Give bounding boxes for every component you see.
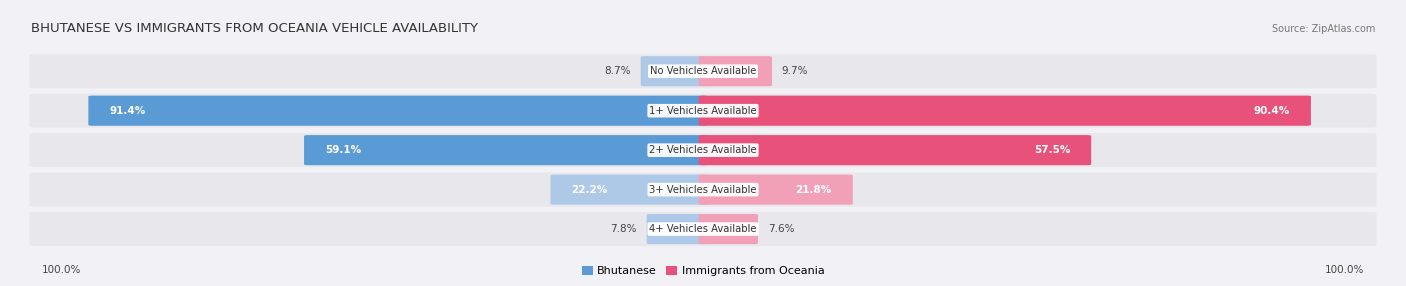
FancyBboxPatch shape [699,214,758,244]
Text: 59.1%: 59.1% [325,145,361,155]
FancyBboxPatch shape [30,133,1376,167]
Text: 8.7%: 8.7% [605,66,631,76]
Text: 21.8%: 21.8% [796,185,832,194]
Text: 91.4%: 91.4% [110,106,146,116]
Text: 2+ Vehicles Available: 2+ Vehicles Available [650,145,756,155]
FancyBboxPatch shape [699,56,772,86]
FancyBboxPatch shape [641,56,707,86]
Text: 3+ Vehicles Available: 3+ Vehicles Available [650,185,756,194]
FancyBboxPatch shape [699,174,853,205]
Text: 22.2%: 22.2% [572,185,607,194]
Text: 57.5%: 57.5% [1033,145,1070,155]
FancyBboxPatch shape [551,174,707,205]
Text: 100.0%: 100.0% [1324,265,1364,275]
FancyBboxPatch shape [30,173,1376,206]
FancyBboxPatch shape [304,135,707,165]
Text: 1+ Vehicles Available: 1+ Vehicles Available [650,106,756,116]
FancyBboxPatch shape [699,96,1310,126]
Text: 100.0%: 100.0% [42,265,82,275]
Legend: Bhutanese, Immigrants from Oceania: Bhutanese, Immigrants from Oceania [578,261,828,281]
FancyBboxPatch shape [89,96,707,126]
Text: BHUTANESE VS IMMIGRANTS FROM OCEANIA VEHICLE AVAILABILITY: BHUTANESE VS IMMIGRANTS FROM OCEANIA VEH… [31,22,478,35]
FancyBboxPatch shape [30,54,1376,88]
Text: No Vehicles Available: No Vehicles Available [650,66,756,76]
Text: 7.6%: 7.6% [768,224,794,234]
FancyBboxPatch shape [30,94,1376,128]
Text: Source: ZipAtlas.com: Source: ZipAtlas.com [1271,24,1375,33]
Text: 90.4%: 90.4% [1254,106,1289,116]
Text: 7.8%: 7.8% [610,224,637,234]
Text: 4+ Vehicles Available: 4+ Vehicles Available [650,224,756,234]
Text: 9.7%: 9.7% [782,66,808,76]
FancyBboxPatch shape [699,135,1091,165]
FancyBboxPatch shape [30,212,1376,246]
FancyBboxPatch shape [647,214,707,244]
